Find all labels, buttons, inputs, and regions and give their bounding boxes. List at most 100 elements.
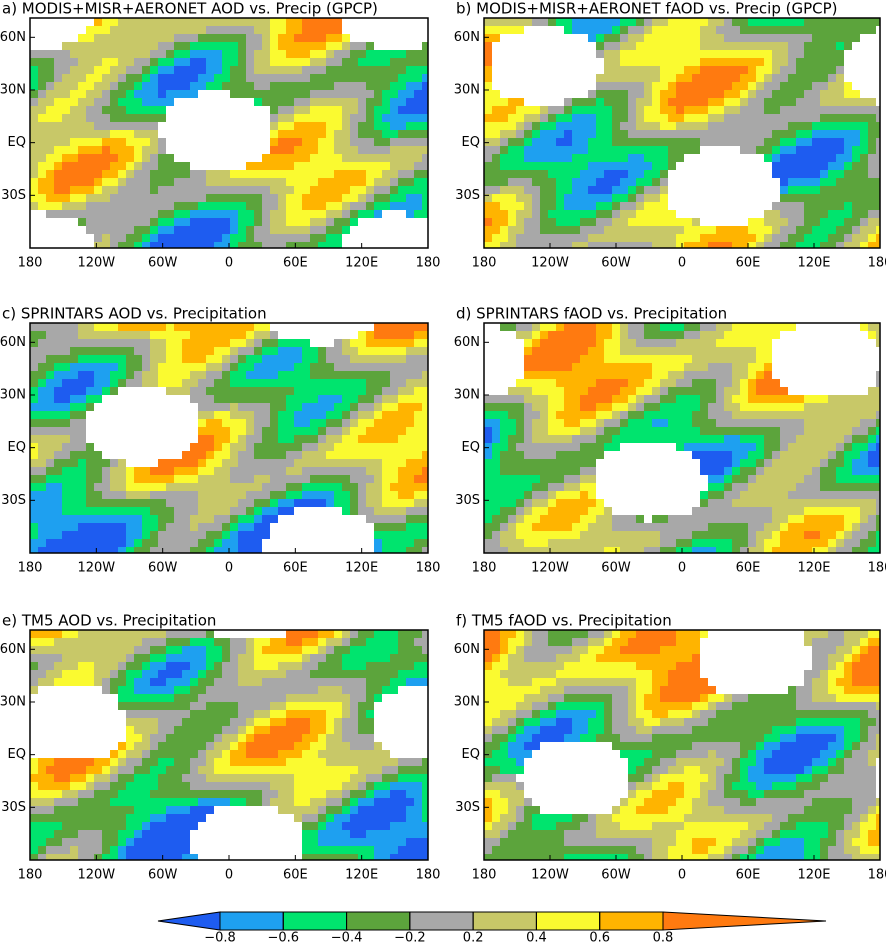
field-cell: [214, 499, 222, 507]
field-cell: [596, 226, 604, 234]
field-cell: [700, 186, 708, 194]
field-cell: [772, 170, 780, 178]
field-cell: [588, 98, 596, 106]
field-cell: [246, 491, 254, 499]
field-cell: [294, 50, 302, 58]
field-cell: [174, 499, 182, 507]
field-cell: [254, 371, 262, 379]
field-cell: [532, 18, 540, 26]
field-cell: [398, 226, 406, 234]
field-cell: [484, 379, 492, 387]
field-cell: [836, 146, 844, 154]
field-cell: [94, 387, 102, 395]
field-cell: [860, 154, 868, 162]
field-cell: [230, 403, 238, 411]
field-cell: [588, 90, 596, 98]
field-cell: [54, 547, 62, 553]
field-cell: [94, 146, 102, 154]
field-cell: [150, 82, 158, 90]
field-cell: [556, 82, 564, 90]
field-cell: [676, 347, 684, 355]
field-cell: [764, 323, 772, 331]
field-cell: [532, 371, 540, 379]
field-cell: [844, 371, 852, 379]
field-cell: [358, 475, 366, 483]
field-cell: [214, 114, 222, 122]
field-cell: [222, 146, 230, 154]
field-cell: [94, 170, 102, 178]
field-cell: [532, 106, 540, 114]
field-cell: [398, 515, 406, 523]
field-cell: [150, 170, 158, 178]
field-cell: [406, 371, 414, 379]
field-cell: [788, 146, 796, 154]
field-cell: [398, 234, 406, 242]
x-tick-label: 60W: [601, 256, 631, 271]
field-cell: [134, 547, 142, 553]
y-tick-label: 60N: [454, 30, 480, 45]
field-cell: [102, 355, 110, 363]
field-cell: [246, 242, 254, 248]
field-cell: [334, 427, 342, 435]
field-cell: [676, 82, 684, 90]
field-cell: [628, 178, 636, 186]
field-cell: [422, 547, 428, 553]
field-cell: [326, 202, 334, 210]
field-cell: [572, 154, 580, 162]
field-cell: [398, 475, 406, 483]
field-cell: [788, 90, 796, 98]
field-cell: [556, 122, 564, 130]
field-cell: [788, 202, 796, 210]
field-cell: [796, 34, 804, 42]
field-cell: [166, 26, 174, 34]
field-cell: [844, 395, 852, 403]
field-cell: [812, 178, 820, 186]
field-cell: [358, 491, 366, 499]
field-cell: [756, 210, 764, 218]
field-cell: [532, 363, 540, 371]
field-cell: [198, 58, 206, 66]
field-cell: [78, 218, 86, 226]
field-cell: [414, 467, 422, 475]
field-cell: [414, 547, 422, 553]
field-cell: [206, 435, 214, 443]
field-cell: [796, 66, 804, 74]
field-cell: [30, 411, 38, 419]
field-cell: [844, 34, 852, 42]
field-cell: [238, 539, 246, 547]
field-cell: [390, 154, 398, 162]
field-cell: [222, 547, 230, 553]
field-cell: [508, 242, 516, 248]
field-cell: [310, 74, 318, 82]
field-cell: [366, 170, 374, 178]
field-cell: [150, 90, 158, 98]
field-cell: [350, 507, 358, 515]
field-cell: [604, 194, 612, 202]
field-cell: [326, 531, 334, 539]
field-cell: [198, 218, 206, 226]
field-cell: [334, 467, 342, 475]
field-cell: [828, 114, 836, 122]
field-cell: [302, 186, 310, 194]
y-tick-label: 30N: [0, 82, 26, 97]
field-cell: [206, 74, 214, 82]
field-cell: [780, 66, 788, 74]
field-cell: [644, 82, 652, 90]
field-cell: [230, 154, 238, 162]
field-cell: [612, 98, 620, 106]
field-cell: [644, 90, 652, 98]
field-cell: [198, 523, 206, 531]
field-cell: [326, 234, 334, 242]
field-cell: [628, 90, 636, 98]
field-cell: [660, 323, 668, 331]
field-cell: [788, 58, 796, 66]
field-cell: [278, 363, 286, 371]
field-cell: [740, 395, 748, 403]
field-cell: [492, 242, 500, 248]
field-cell: [102, 339, 110, 347]
field-cell: [142, 491, 150, 499]
field-cell: [852, 106, 860, 114]
field-cell: [820, 18, 828, 26]
field-cell: [820, 178, 828, 186]
field-cell: [596, 90, 604, 98]
